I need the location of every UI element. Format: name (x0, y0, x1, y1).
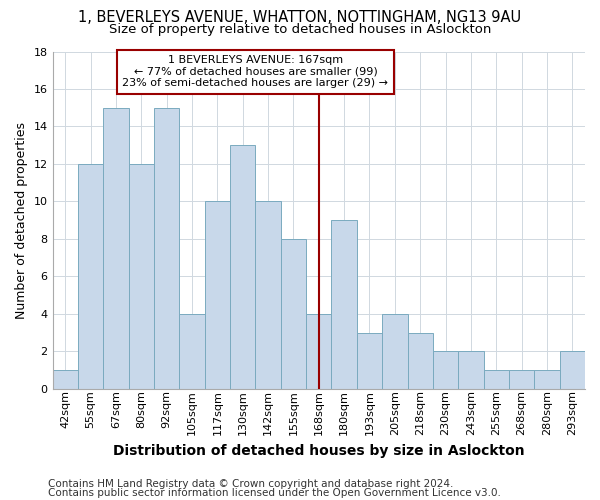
Text: Size of property relative to detached houses in Aslockton: Size of property relative to detached ho… (109, 22, 491, 36)
Bar (509, 370, 534, 389)
Bar (281, 239, 306, 389)
Bar (306, 314, 331, 389)
Bar (331, 220, 357, 389)
Bar (53, 370, 78, 389)
Bar (484, 370, 509, 389)
Bar (458, 352, 484, 389)
Bar (103, 108, 128, 389)
Bar (230, 145, 256, 389)
Bar (534, 370, 560, 389)
Bar (205, 202, 230, 389)
Text: Contains public sector information licensed under the Open Government Licence v3: Contains public sector information licen… (48, 488, 501, 498)
Bar (407, 332, 433, 389)
Bar (256, 202, 281, 389)
Bar (154, 108, 179, 389)
Text: 1, BEVERLEYS AVENUE, WHATTON, NOTTINGHAM, NG13 9AU: 1, BEVERLEYS AVENUE, WHATTON, NOTTINGHAM… (79, 10, 521, 25)
Bar (179, 314, 205, 389)
Bar (560, 352, 585, 389)
Bar (78, 164, 103, 389)
Bar (382, 314, 407, 389)
Bar (433, 352, 458, 389)
Bar (128, 164, 154, 389)
Text: Contains HM Land Registry data © Crown copyright and database right 2024.: Contains HM Land Registry data © Crown c… (48, 479, 454, 489)
Text: 1 BEVERLEYS AVENUE: 167sqm
← 77% of detached houses are smaller (99)
23% of semi: 1 BEVERLEYS AVENUE: 167sqm ← 77% of deta… (122, 55, 388, 88)
Bar (357, 332, 382, 389)
X-axis label: Distribution of detached houses by size in Aslockton: Distribution of detached houses by size … (113, 444, 524, 458)
Y-axis label: Number of detached properties: Number of detached properties (15, 122, 28, 318)
